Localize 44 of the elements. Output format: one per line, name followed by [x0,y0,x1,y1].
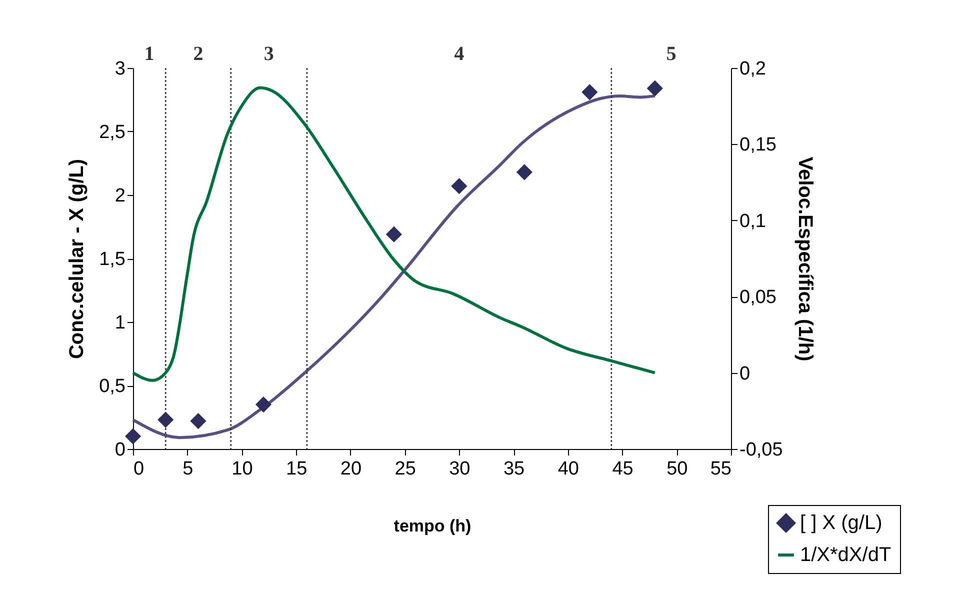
point [124,428,142,444]
y-tick-label: 2,5 [99,122,126,143]
y2-tick-label: 0,05 [740,287,776,308]
y-tick-label: 1 [114,312,126,334]
x-tick-label: 0 [134,458,144,480]
text: 3 [264,43,274,65]
x-tick-label: 35 [503,458,525,480]
legend-label: 1/X*dX/dT [800,544,892,566]
legend-label: [ ] X (g/L) [800,512,882,534]
x-tick-label: 10 [232,458,253,480]
line-series [132,86,656,382]
y-tick-label: 1,5 [99,249,126,270]
x-tick-label: 40 [558,458,579,480]
y2-axis-title: Veloc.Específica (1/h) [794,156,816,362]
point [646,80,663,96]
x-axis-title: tempo (h) [394,516,472,536]
x-tick-label: 15 [286,458,308,480]
x-tick-label: 5 [182,458,194,480]
y2-tick-label: 0,15 [740,134,776,156]
y-tick-label: 2 [114,186,126,206]
y2-tick-label: 0,1 [740,210,766,232]
x-tick-label: 30 [449,458,470,480]
y2-tick-label: 0 [740,363,750,384]
x-tick-label: 25 [394,458,416,480]
text: 2 [193,43,204,65]
x-tick-label: 55 [710,458,732,480]
point [582,84,598,100]
y2-tick-label: 0,2 [740,58,766,80]
point [516,164,532,180]
y-tick-label: 3 [114,58,126,80]
text: 5 [666,43,676,65]
text: 4 [454,43,464,65]
x-tick-label: 20 [340,458,362,480]
text: 1 [144,43,154,65]
point [255,396,272,413]
y2-tick-label: -0,05 [740,440,783,460]
x-tick-label: 50 [666,458,688,480]
point [451,178,468,194]
x-tick-label: 45 [612,458,634,480]
y-tick-label: 0,5 [99,376,126,397]
y-tick-label: 0 [114,440,126,460]
y-axis-title: Conc.celular - X (g/L) [66,158,88,360]
point [386,226,402,242]
point [190,413,206,430]
